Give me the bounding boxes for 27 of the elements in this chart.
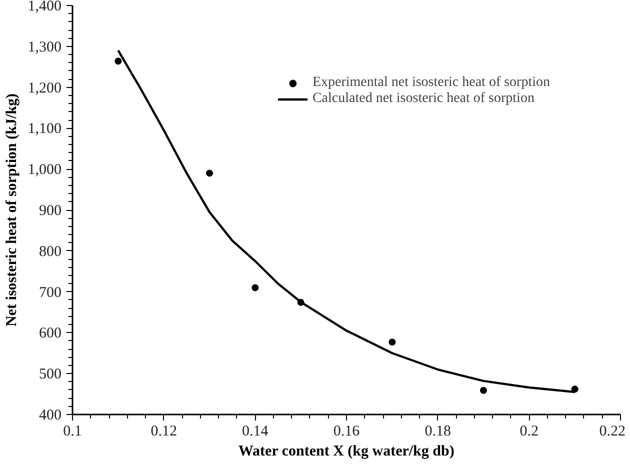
x-axis-title: Water content X (kg water/kg db): [238, 444, 454, 460]
x-tick-label: 0.16: [333, 424, 360, 440]
y-tick-label: 1,100: [28, 121, 62, 138]
x-tick-label: 0.1: [63, 424, 82, 440]
point: [206, 170, 213, 177]
x-tick-label: 0.12: [150, 424, 177, 440]
point: [114, 58, 122, 65]
y-tick-label: 1,000: [28, 162, 62, 178]
x-tick-label: 0.22: [599, 424, 626, 440]
x-tick-label: 0.14: [242, 424, 269, 440]
legend-label: Calculated net isosteric heat of sorption: [312, 91, 534, 107]
legend-label: Experimental net isosteric heat of sorption: [312, 75, 550, 91]
y-tick-label: 1,200: [28, 80, 62, 96]
y-tick-label: 1,300: [28, 39, 62, 56]
x-tick-label: 0.18: [424, 424, 451, 440]
y-tick-label: 500: [39, 366, 62, 383]
x-tick-label: 0.2: [520, 424, 539, 440]
point: [480, 386, 487, 394]
y-tick-label: 800: [39, 244, 62, 260]
point: [252, 284, 259, 292]
y-tick-label: 600: [39, 326, 62, 342]
point: [388, 338, 396, 346]
y-tick-label: 900: [39, 203, 62, 219]
y-tick-label: 1,400: [28, 0, 62, 14]
y-tick-label: 400: [39, 408, 62, 424]
y-tick-label: 700: [39, 284, 62, 301]
y-axis-title: Net isosteric heat of sorption (kJ/kg): [4, 94, 20, 326]
